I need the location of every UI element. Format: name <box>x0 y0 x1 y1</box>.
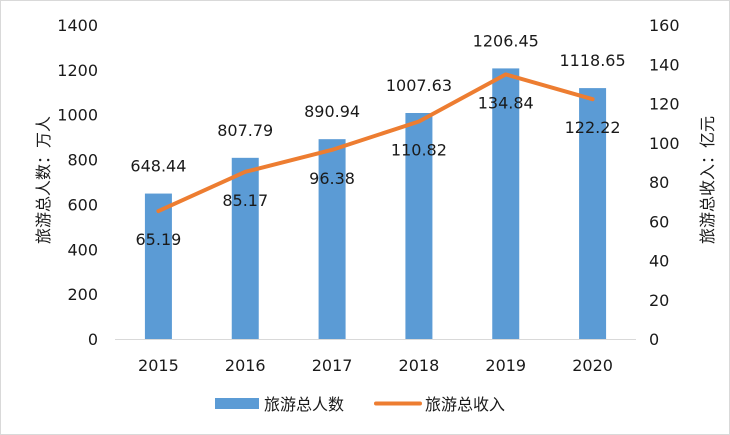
right-tick-label: 160 <box>649 16 680 35</box>
left-tick-label: 600 <box>67 195 98 214</box>
bar <box>492 68 520 340</box>
line-series <box>156 72 595 214</box>
bar-data-label: 890.94 <box>304 102 360 121</box>
right-axis-ticks: 0 20 40 60 80 100 120 140 160 <box>649 16 680 349</box>
line-data-label: 134.84 <box>478 93 534 112</box>
line-data-label: 96.38 <box>309 169 355 188</box>
right-axis-title: 旅游总收入：亿元 <box>698 116 717 244</box>
x-axis-ticks: 2015 2016 2017 2018 2019 2020 <box>138 356 613 375</box>
left-tick-label: 1400 <box>57 16 98 35</box>
bar <box>405 113 433 339</box>
right-tick-label: 100 <box>649 134 680 153</box>
bar-data-label: 807.79 <box>217 121 273 140</box>
left-tick-label: 1000 <box>57 106 98 125</box>
bar-data-label: 1007.63 <box>386 76 452 95</box>
left-axis-ticks: 0 200 400 600 800 1000 1200 1400 <box>57 16 98 349</box>
left-tick-label: 800 <box>67 151 98 170</box>
legend-bar-swatch <box>215 398 259 409</box>
left-tick-label: 200 <box>67 285 98 304</box>
legend-line-label: 旅游总收入 <box>425 395 505 414</box>
left-tick-label: 1200 <box>57 61 98 80</box>
bar <box>579 88 607 339</box>
right-tick-label: 120 <box>649 95 680 114</box>
line-data-label: 110.82 <box>391 141 447 160</box>
line-data-label: 85.17 <box>222 191 268 210</box>
bar <box>231 157 259 339</box>
line-data-labels: 65.19 85.17 96.38 110.82 134.84 122.22 <box>136 93 621 249</box>
bar-data-label: 1118.65 <box>559 51 625 70</box>
right-tick-label: 80 <box>649 173 669 192</box>
line-data-label: 122.22 <box>565 118 621 137</box>
x-tick-label: 2019 <box>485 356 526 375</box>
bar <box>144 193 172 339</box>
legend-bar-label: 旅游总人数 <box>264 395 344 414</box>
bar-data-labels: 648.44 807.79 890.94 1007.63 1206.45 1118.65 <box>130 31 625 175</box>
right-tick-label: 140 <box>649 55 680 74</box>
x-tick-label: 2015 <box>138 356 179 375</box>
bar-data-label: 1206.45 <box>473 31 539 50</box>
line-path <box>156 72 595 214</box>
x-tick-label: 2018 <box>399 356 440 375</box>
x-tick-label: 2020 <box>572 356 613 375</box>
bar <box>318 139 346 339</box>
bar-data-label: 648.44 <box>130 157 186 176</box>
left-tick-label: 400 <box>67 240 98 259</box>
left-axis-title: 旅游总人数：万人 <box>34 116 53 244</box>
legend: 旅游总人数 旅游总收入 <box>215 395 505 414</box>
right-tick-label: 0 <box>649 330 659 349</box>
bar-series <box>144 68 607 340</box>
x-tick-label: 2016 <box>225 356 266 375</box>
right-tick-label: 60 <box>649 212 669 231</box>
right-tick-label: 20 <box>649 291 669 310</box>
left-tick-label: 0 <box>88 330 98 349</box>
x-tick-label: 2017 <box>312 356 353 375</box>
right-tick-label: 40 <box>649 252 669 271</box>
line-data-label: 65.19 <box>136 230 182 249</box>
